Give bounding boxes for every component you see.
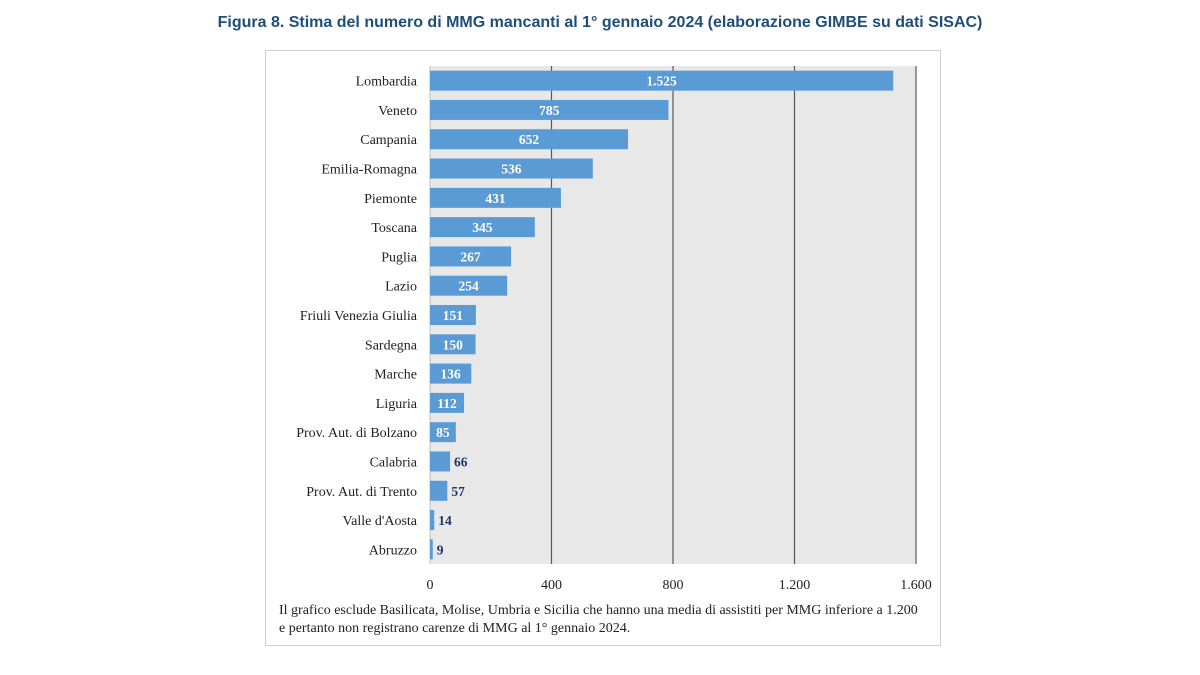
bar [430,539,433,560]
value-label: 267 [460,249,481,264]
bar [430,70,894,91]
bar [430,480,448,501]
category-label: Toscana [371,221,417,236]
value-label: 345 [472,220,493,235]
chart-note: Il grafico esclude Basilicata, Molise, U… [279,603,918,636]
value-label: 431 [485,191,506,206]
category-label: Lombardia [356,75,418,90]
value-label: 66 [454,454,468,469]
category-label: Prov. Aut. di Bolzano [296,426,417,441]
category-label: Marche [374,368,417,383]
bar [430,392,465,413]
bar [430,246,512,267]
value-label: 14 [438,513,452,528]
bar [430,451,451,472]
bar [430,334,476,355]
x-tick-label: 800 [663,578,684,593]
value-label: 652 [519,132,540,147]
category-label: Calabria [370,455,418,470]
category-label: Lazio [385,280,417,295]
value-label: 85 [436,425,450,440]
x-tick-label: 400 [541,578,562,593]
category-label: Puglia [381,250,418,265]
x-tick-label: 1.200 [779,578,811,593]
x-tick-labels: 0 400 800 1.200 1.600 [427,578,932,593]
bar [430,275,508,296]
value-label: 136 [441,367,462,382]
category-label: Piemonte [364,192,417,207]
category-label: Veneto [378,104,417,119]
value-label: 57 [451,484,465,499]
x-tick-label: 0 [427,578,434,593]
category-label: Valle d'Aosta [343,514,418,529]
value-label: 785 [539,103,560,118]
x-tick-label: 1.600 [900,578,932,593]
value-label: 536 [501,162,522,177]
category-label: Emilia-Romagna [321,163,417,178]
bar [430,217,535,238]
bar [430,187,561,208]
category-label: Abruzzo [369,543,417,558]
category-labels: Lombardia Veneto Campania Emilia-Romagna Pie… [296,75,418,559]
category-label: Sardegna [365,338,418,353]
category-label: Liguria [376,397,418,412]
bar [430,305,476,325]
value-label: 151 [443,308,464,323]
bar [430,510,435,531]
bars [430,70,894,560]
value-label: 9 [437,542,444,557]
category-label: Campania [360,133,418,148]
value-label: 150 [443,337,464,352]
value-label: 254 [458,279,479,294]
value-labels: 1.525 785 652 536 431 345 267 254 151 150 136 112 85… [436,74,677,558]
bar [430,422,456,443]
bar [430,158,593,179]
bar [430,99,669,120]
bar [430,363,472,384]
value-label: 1.525 [646,74,677,89]
value-label: 112 [437,396,457,411]
figure-title: Figura 8. Stima del numero di MMG mancan… [217,14,983,31]
category-label: Prov. Aut. di Trento [306,485,417,500]
category-label: Friuli Venezia Giulia [300,309,418,324]
bar [430,129,629,150]
